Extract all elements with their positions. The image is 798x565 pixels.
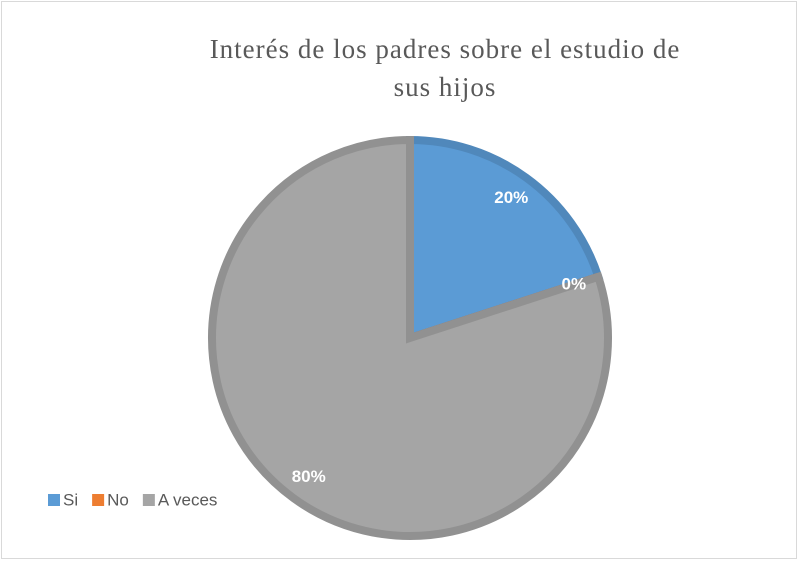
data-label: 20% [494, 188, 528, 207]
data-label: 80% [292, 467, 326, 486]
data-label: 0% [562, 274, 587, 293]
legend-label: A veces [158, 490, 218, 509]
pie-slice [208, 135, 612, 540]
chart-title: Interés de los padres sobre el estudio d… [209, 34, 681, 102]
legend-label: No [107, 490, 129, 509]
legend-swatch [142, 494, 155, 506]
legend-label: Si [63, 490, 78, 509]
legend-swatch [48, 494, 60, 506]
legend-swatch [92, 494, 105, 506]
